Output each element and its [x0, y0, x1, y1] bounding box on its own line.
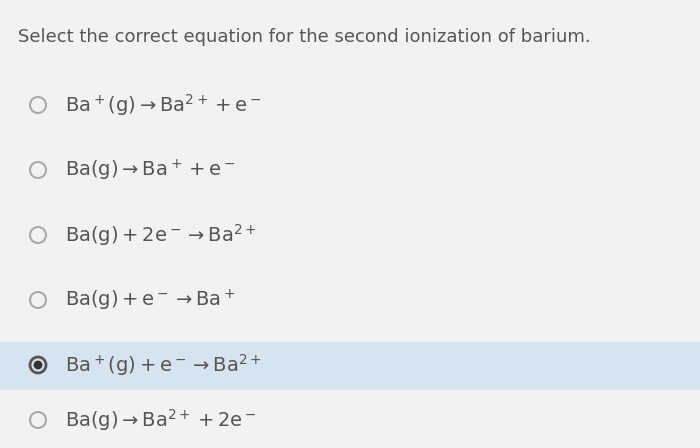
- Text: $\mathrm{Ba(g) + e^- \rightarrow Ba^+}$: $\mathrm{Ba(g) + e^- \rightarrow Ba^+}$: [65, 287, 235, 313]
- Circle shape: [34, 361, 43, 370]
- Text: $\mathrm{Ba(g) + 2e^- \rightarrow Ba^{2+}}$: $\mathrm{Ba(g) + 2e^- \rightarrow Ba^{2+…: [65, 222, 257, 248]
- Text: Select the correct equation for the second ionization of barium.: Select the correct equation for the seco…: [18, 28, 591, 46]
- Text: $\mathrm{Ba(g) \rightarrow Ba^{2+} + 2e^-}$: $\mathrm{Ba(g) \rightarrow Ba^{2+} + 2e^…: [65, 407, 257, 433]
- Text: $\mathrm{Ba^+(g) \rightarrow Ba^{2+} + e^-}$: $\mathrm{Ba^+(g) \rightarrow Ba^{2+} + e…: [65, 92, 262, 118]
- Bar: [0, 342, 700, 390]
- Text: $\mathrm{Ba^+(g) + e^- \rightarrow Ba^{2+}}$: $\mathrm{Ba^+(g) + e^- \rightarrow Ba^{2…: [65, 352, 262, 378]
- Text: $\mathrm{Ba(g) \rightarrow Ba^+ + e^-}$: $\mathrm{Ba(g) \rightarrow Ba^+ + e^-}$: [65, 157, 235, 183]
